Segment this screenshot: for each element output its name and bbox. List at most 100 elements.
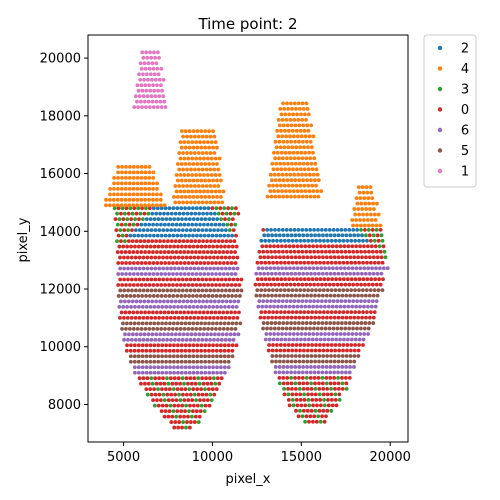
spot-point-6	[164, 305, 169, 309]
spot-point-2	[178, 222, 183, 227]
spot-point-0	[139, 310, 144, 315]
spot-point-4	[274, 161, 279, 166]
spot-point-5	[261, 321, 266, 325]
spot-point-6	[168, 365, 172, 370]
spot-point-5	[195, 359, 200, 364]
spot-point-3	[371, 233, 376, 238]
spot-point-6	[157, 337, 162, 342]
spot-point-0	[168, 343, 172, 348]
spot-point-6	[296, 299, 301, 304]
spot-point-4	[112, 181, 116, 186]
spot-point-4	[143, 192, 148, 197]
spot-point-1	[135, 83, 140, 88]
spot-point-0	[122, 277, 126, 282]
spot-point-4	[300, 101, 305, 106]
spot-point-2	[159, 206, 164, 211]
spot-point-0	[142, 211, 147, 216]
spot-point-4	[309, 145, 314, 150]
spot-point-4	[139, 192, 144, 197]
spot-point-0	[279, 244, 284, 249]
spot-point-0	[233, 283, 238, 287]
spot-point-6	[129, 305, 133, 309]
spot-point-6	[350, 304, 355, 309]
spot-point-0	[200, 376, 205, 381]
spot-point-0	[188, 392, 193, 397]
spot-point-4	[303, 189, 308, 194]
spot-point-2	[321, 233, 325, 238]
spot-point-5	[140, 359, 145, 364]
spot-point-6	[309, 271, 313, 276]
spot-point-5	[187, 294, 191, 298]
spot-point-0	[279, 277, 284, 282]
spot-point-2	[203, 217, 208, 222]
spot-point-4	[295, 134, 300, 139]
spot-point-4	[190, 156, 195, 161]
spot-point-0	[346, 244, 351, 249]
spot-point-5	[199, 321, 204, 326]
spot-point-0	[308, 282, 313, 287]
spot-point-5	[341, 288, 346, 293]
spot-point-5	[149, 288, 154, 293]
spot-point-5	[182, 326, 187, 331]
spot-point-3	[313, 408, 318, 413]
spot-point-0	[374, 249, 379, 254]
spot-point-5	[297, 359, 302, 364]
spot-point-4	[202, 140, 206, 144]
spot-point-3	[202, 409, 207, 414]
spot-point-2	[337, 238, 342, 243]
spot-point-5	[164, 359, 168, 364]
spot-point-4	[172, 195, 176, 199]
spot-point-0	[375, 255, 380, 260]
spot-point-5	[122, 288, 127, 293]
spot-point-0	[273, 282, 277, 287]
spot-point-5	[347, 326, 352, 331]
spot-point-0	[287, 277, 292, 282]
spot-point-4	[198, 156, 202, 161]
spot-point-1	[153, 55, 158, 60]
spot-point-6	[293, 365, 298, 369]
spot-point-6	[148, 365, 153, 370]
spot-point-6	[267, 337, 272, 342]
spot-point-0	[269, 282, 273, 287]
spot-point-0	[302, 348, 306, 353]
spot-point-6	[280, 299, 285, 304]
spot-point-6	[362, 332, 367, 336]
spot-point-0	[223, 217, 227, 222]
spot-point-4	[285, 101, 289, 106]
spot-point-0	[301, 386, 306, 391]
spot-point-0	[288, 249, 293, 254]
spot-point-0	[267, 277, 272, 282]
spot-point-2	[226, 233, 231, 238]
spot-point-6	[264, 266, 269, 271]
spot-point-0	[283, 244, 288, 249]
spot-point-2	[136, 233, 141, 238]
y-tick-label: 12000	[40, 283, 81, 298]
spot-point-4	[143, 175, 148, 180]
spot-point-0	[372, 260, 377, 265]
spot-point-6	[174, 272, 179, 276]
spot-point-0	[352, 348, 357, 353]
spot-point-4	[302, 128, 307, 133]
spot-point-5	[207, 321, 211, 326]
spot-point-0	[206, 387, 211, 392]
spot-point-6	[354, 332, 359, 336]
spot-point-5	[278, 354, 283, 358]
spot-point-3	[187, 409, 191, 414]
spot-point-5	[124, 294, 129, 298]
spot-point-4	[286, 128, 291, 133]
spot-point-5	[136, 321, 141, 326]
spot-point-0	[234, 244, 239, 249]
spot-point-6	[357, 337, 362, 342]
spot-point-6	[297, 370, 301, 375]
spot-point-0	[129, 315, 134, 320]
spot-point-3	[156, 387, 160, 392]
spot-point-4	[294, 107, 298, 111]
spot-point-5	[144, 321, 149, 326]
chart-title: Time point: 2	[197, 15, 297, 33]
spot-point-1	[142, 61, 147, 66]
spot-point-6	[120, 272, 125, 276]
spot-point-2	[158, 211, 162, 216]
spot-point-0	[165, 239, 170, 244]
spot-point-0	[163, 283, 168, 287]
spot-point-6	[343, 299, 348, 304]
